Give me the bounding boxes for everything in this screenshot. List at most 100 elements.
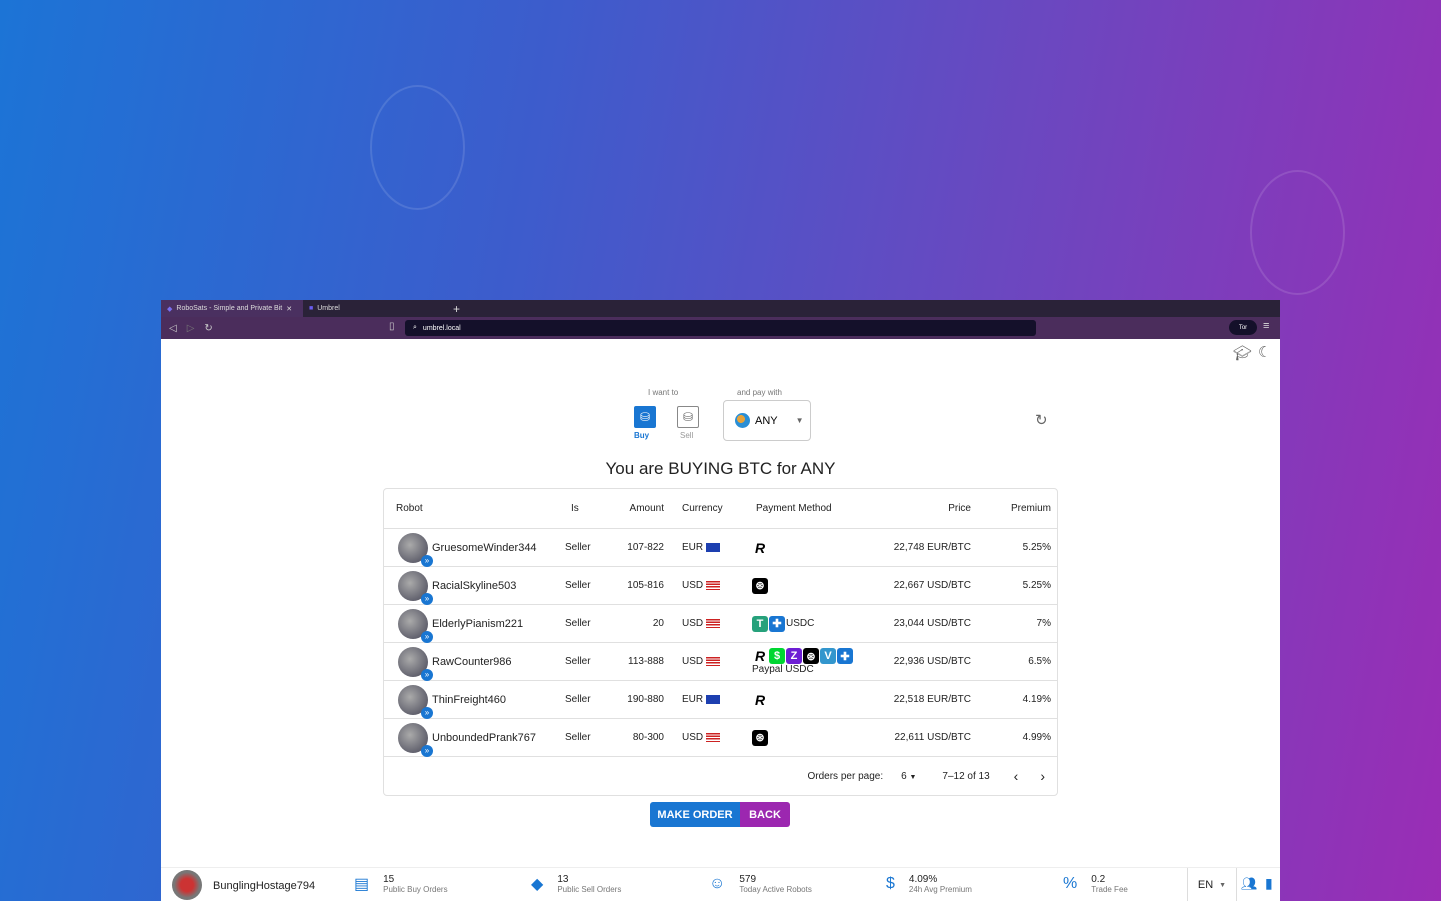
us-flag-icon	[706, 656, 721, 666]
amount: 113-888	[628, 656, 664, 667]
dark-mode-icon[interactable]: ☾	[1258, 344, 1272, 361]
bookmark-icon[interactable]: ▯	[389, 321, 395, 332]
language-value: EN	[1197, 879, 1214, 891]
back-icon[interactable]: ◁	[169, 322, 177, 334]
us-flag-icon	[706, 580, 721, 590]
chevrons-icon: »	[421, 592, 433, 605]
refresh-icon[interactable]: ↻	[1035, 412, 1048, 429]
language-select[interactable]: EN ▼	[1187, 868, 1237, 901]
revolut-icon: R	[752, 648, 768, 664]
tab-robosats[interactable]: ◆ RoboSats - Simple and Private Bit ✕	[161, 300, 303, 317]
column-robot[interactable]: Robot	[396, 503, 423, 514]
price: 22,611 USD/BTC	[894, 732, 971, 743]
paypal-black-icon: ⊛	[803, 648, 819, 664]
amount: 20	[652, 618, 664, 629]
robosats-app: 🎓︎ ☾ I want to ⛁ Buy ⛁ Sell and pay with…	[161, 339, 1280, 901]
sell-icon[interactable]: ⛁	[677, 406, 699, 428]
per-page-label: Orders per page:	[807, 770, 884, 782]
robot-name: UnboundedPrank767	[432, 731, 536, 744]
sell-toggle[interactable]: Sell	[680, 431, 694, 440]
tab-bar: ◆ RoboSats - Simple and Private Bit ✕ ■ Umb…	[161, 300, 1280, 317]
inbox-icon: ▤	[354, 876, 370, 893]
column-premium[interactable]: Premium	[1010, 503, 1051, 514]
order-type: Seller	[565, 694, 591, 705]
user-avatar[interactable]	[172, 870, 202, 900]
want-label: I want to	[648, 388, 679, 397]
column-amount[interactable]: Amount	[629, 503, 664, 514]
robot-name: RacialSkyline503	[432, 579, 517, 592]
stat-public-sell-orders[interactable]: ◆ 13 Public Sell Orders	[531, 874, 621, 894]
robot-name: RawCounter986	[432, 655, 512, 668]
column-currency[interactable]: Currency	[682, 503, 723, 514]
premium: 4.19%	[1022, 694, 1051, 705]
amount: 80-300	[632, 732, 664, 743]
stat-trade-fee[interactable]: % 0.2 Trade Fee	[1063, 874, 1128, 894]
column-is[interactable]: Is	[571, 503, 579, 514]
us-flag-icon	[706, 732, 721, 742]
tab-title: RoboSats - Simple and Private Bit	[176, 305, 283, 312]
column-payment-method[interactable]: Payment Method	[756, 503, 832, 514]
currency-value: ANY	[755, 414, 778, 427]
new-tab-button[interactable]: +	[453, 301, 461, 316]
stat-today-active-robots[interactable]: ☺ 579 Today Active Robots	[709, 874, 812, 894]
chevron-down-icon: ▼	[795, 416, 804, 425]
community-icon[interactable]: 👥︎	[1241, 876, 1258, 891]
table-row[interactable]: » RacialSkyline503 Seller 105-816 USD ⊛ 2…	[384, 567, 1057, 605]
tor-button[interactable]: Tor	[1229, 320, 1257, 335]
buy-icon[interactable]: ⛁	[634, 406, 656, 428]
price: 22,667 USD/BTC	[893, 580, 971, 591]
table-header: Robot Is Amount Currency Payment Method …	[384, 489, 1057, 529]
more-icon: ✚	[837, 648, 853, 664]
close-tab-icon[interactable]: ✕	[286, 305, 293, 313]
amount: 190-880	[627, 694, 664, 705]
stats-icon[interactable]: ▮	[1265, 875, 1273, 891]
buy-toggle[interactable]: Buy	[634, 431, 650, 440]
robot-name: GruesomeWinder344	[432, 541, 537, 554]
next-page-icon[interactable]: ›	[1040, 768, 1045, 784]
globe-icon	[735, 413, 750, 428]
stat-public-buy-orders[interactable]: ▤ 15 Public Buy Orders	[354, 874, 448, 894]
tab-umbrel[interactable]: ■ Umbrel	[303, 300, 445, 317]
price: 22,518 EUR/BTC	[893, 694, 971, 705]
order-type: Seller	[565, 580, 591, 591]
table-row[interactable]: » ThinFreight460 Seller 190-880 EUR R 22,…	[384, 681, 1057, 719]
menu-icon[interactable]: ≡	[1263, 320, 1270, 332]
robot-avatar: »	[398, 722, 433, 757]
column-price[interactable]: Price	[948, 503, 971, 514]
table-row[interactable]: » ElderlyPianism221 Seller 20 USD T ✚ USDC …	[384, 605, 1057, 643]
robot-name: ElderlyPianism221	[432, 617, 524, 630]
table-row[interactable]: » GruesomeWinder344 Seller 107-822 EUR R …	[384, 529, 1057, 567]
make-order-button[interactable]: MAKE ORDER	[650, 802, 740, 827]
robot-icon: ☺	[709, 875, 726, 892]
chevrons-icon: »	[421, 744, 433, 757]
stat-24h-avg-premium[interactable]: $4.09% 24h Avg Premium	[886, 874, 972, 894]
table-row[interactable]: » UnboundedPrank767 Seller 80-300 USD ⊛ 2…	[384, 719, 1057, 757]
reload-icon[interactable]: ↻	[204, 322, 213, 334]
stat-value: 4.09%	[908, 874, 938, 885]
paypal-black-icon: ⊛	[752, 729, 768, 746]
price: 23,044 USD/BTC	[893, 618, 971, 629]
venmo-icon: V	[820, 648, 836, 664]
robot-avatar: »	[398, 570, 433, 605]
page-title: You are BUYING BTC for ANY	[605, 459, 836, 478]
stat-value: 579	[739, 874, 757, 885]
graduation-cap-icon[interactable]: 🎓︎	[1233, 345, 1253, 362]
cashapp-icon: $	[769, 648, 785, 664]
previous-page-icon[interactable]: ‹	[1013, 768, 1019, 784]
url-bar[interactable]: ⌕ umbrel.local	[405, 320, 1036, 336]
robot-nickname[interactable]: BunglingHostage794	[213, 880, 316, 892]
amount: 107-822	[627, 542, 664, 553]
table-row[interactable]: » RawCounter986 Seller 113-888 USD R $ Z ⊛ V ✚…	[384, 643, 1057, 681]
robot-avatar: »	[398, 608, 433, 643]
back-button[interactable]: BACK	[740, 802, 790, 827]
currency-select[interactable]: ANY ▼	[723, 400, 811, 441]
currency-code: USD	[682, 618, 704, 629]
revolut-icon: R	[752, 691, 768, 708]
chevron-down-icon: ▼	[909, 773, 917, 781]
percent-icon: %	[1063, 875, 1078, 892]
price-change-icon: $	[886, 875, 895, 892]
bitcoin-pattern	[370, 85, 465, 210]
forward-icon[interactable]: ▷	[186, 322, 195, 334]
per-page-select[interactable]: 6 ▼	[901, 771, 916, 782]
chevrons-icon: »	[421, 668, 433, 681]
